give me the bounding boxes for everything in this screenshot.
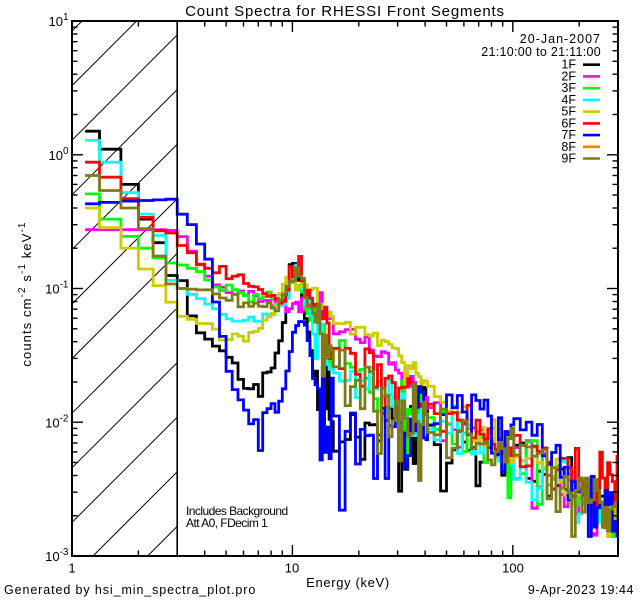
svg-text:9F: 9F xyxy=(561,152,576,166)
svg-text:2F: 2F xyxy=(561,69,576,83)
svg-text:9-Apr-2023 19:44: 9-Apr-2023 19:44 xyxy=(528,583,634,597)
svg-text:Energy (keV): Energy (keV) xyxy=(306,575,390,590)
svg-text:6F: 6F xyxy=(561,116,576,130)
svg-text:3F: 3F xyxy=(561,81,576,95)
svg-text:10: 10 xyxy=(285,561,299,576)
svg-text:20-Jan-2007: 20-Jan-2007 xyxy=(520,32,601,46)
svg-text:1F: 1F xyxy=(561,58,576,72)
svg-text:7F: 7F xyxy=(561,128,576,142)
svg-text:8F: 8F xyxy=(561,140,576,154)
svg-text:Count Spectra for RHESSI Front: Count Spectra for RHESSI Front Segments xyxy=(185,3,505,20)
svg-text:100: 100 xyxy=(502,561,524,576)
svg-text:counts cm-2 s-1 keV-1: counts cm-2 s-1 keV-1 xyxy=(17,221,34,366)
svg-text:4F: 4F xyxy=(561,93,576,107)
svg-text:Includes Background: Includes Background xyxy=(186,504,288,518)
svg-text:Att A0, FDecim 1: Att A0, FDecim 1 xyxy=(186,516,268,530)
svg-text:21:10:00 to 21:11:00: 21:10:00 to 21:11:00 xyxy=(481,45,601,59)
svg-text:Generated by hsi_min_spectra_p: Generated by hsi_min_spectra_plot.pro xyxy=(4,583,256,597)
svg-text:1: 1 xyxy=(68,561,75,576)
svg-text:5F: 5F xyxy=(561,105,576,119)
